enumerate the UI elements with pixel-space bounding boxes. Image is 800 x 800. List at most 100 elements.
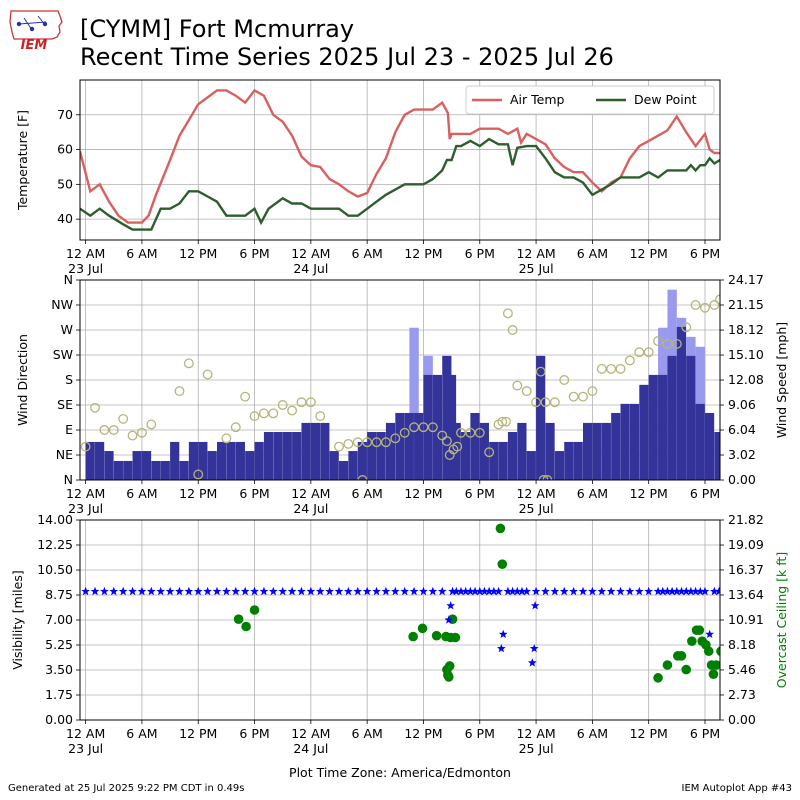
visibility-point xyxy=(503,586,513,596)
wind-xtick-label: 6 PM xyxy=(690,486,720,501)
wind-speed-bar xyxy=(446,374,457,480)
visibility-point xyxy=(644,586,654,596)
visibility-point xyxy=(677,586,686,596)
ceiling-point xyxy=(443,672,454,682)
visibility-point xyxy=(475,586,485,596)
wind-direction-point xyxy=(507,325,518,335)
wind-speed-bar xyxy=(704,412,715,480)
wind-speed-bar xyxy=(188,441,199,480)
visibility-y2tick-label: 16.37 xyxy=(728,562,764,577)
wind-xtick-label: 12 AM xyxy=(291,486,330,501)
visibility-point xyxy=(578,586,588,596)
visibility-xtick-label: 6 AM xyxy=(126,726,157,741)
visibility-point xyxy=(287,586,297,596)
visibility-point xyxy=(344,586,353,596)
visibility-point xyxy=(663,586,672,596)
wind-speed-bar xyxy=(123,460,133,480)
visibility-point xyxy=(494,586,503,596)
wind-direction-point xyxy=(502,308,513,319)
wind-direction-point xyxy=(409,422,420,433)
visibility-point xyxy=(325,586,334,596)
wind-direction-point xyxy=(501,416,511,427)
wind-speed-bar xyxy=(339,460,349,480)
visibility-point xyxy=(118,586,128,596)
wind-y2tick-label: 24.17 xyxy=(728,272,764,287)
wind-direction-point xyxy=(596,363,607,374)
visibility-point xyxy=(362,586,372,596)
wind-direction-point xyxy=(615,363,626,374)
visibility-point xyxy=(461,586,471,596)
visibility-point xyxy=(529,644,539,653)
visibility-point xyxy=(653,586,663,596)
wind-speed-bar xyxy=(695,403,705,480)
wind-direction-point xyxy=(118,413,129,424)
temperature-xtick-label: 6 AM xyxy=(352,246,383,261)
generated-note: Generated at 25 Jul 2025 9:22 PM CDT in … xyxy=(8,783,245,794)
wind-speed-bar xyxy=(113,460,123,480)
iem-logo: IEM xyxy=(8,8,64,53)
wind-direction-point xyxy=(681,322,692,333)
wind-direction-point xyxy=(452,441,463,452)
wind-xtick-date-label: 25 Jul xyxy=(519,501,554,516)
visibility-point xyxy=(606,586,616,596)
wind-speed-bar xyxy=(329,451,339,480)
visibility-point xyxy=(559,586,569,596)
visibility-ytick-label: 8.75 xyxy=(45,587,73,602)
wind-direction-point xyxy=(549,397,560,408)
visibility-point xyxy=(315,586,325,596)
wind-speed-bar xyxy=(141,451,152,480)
visibility-point xyxy=(372,586,381,596)
visibility-xtick-label: 6 AM xyxy=(577,726,608,741)
wind-direction-point xyxy=(362,437,373,448)
visibility-xtick-label: 12 PM xyxy=(630,726,668,741)
visibility-xtick-label: 12 AM xyxy=(291,726,330,741)
wind-direction-point xyxy=(390,433,401,444)
wind-speed-bar xyxy=(601,422,611,480)
visibility-point xyxy=(184,586,194,596)
visibility-point xyxy=(497,644,506,653)
wind-direction-point xyxy=(230,422,241,433)
wind-direction-point xyxy=(606,363,617,374)
visibility-point xyxy=(400,586,410,596)
visibility-point xyxy=(616,586,625,596)
wind-direction-point xyxy=(653,336,664,347)
wind-speed-bar xyxy=(686,355,696,480)
wind-speed-bar xyxy=(536,355,546,480)
visibility-point xyxy=(512,586,522,596)
visibility-point xyxy=(156,586,166,596)
visibility-point xyxy=(437,586,447,596)
visibility-ylabel-right: Overcast Ceiling [k ft] xyxy=(774,552,789,688)
temperature-xtick-label: 6 PM xyxy=(465,246,495,261)
visibility-point xyxy=(231,586,241,596)
wind-xtick-label: 12 PM xyxy=(630,486,668,501)
visibility-ylabel: Visibility [miles] xyxy=(10,570,25,669)
ceiling-point xyxy=(681,664,692,675)
visibility-xtick-label: 6 AM xyxy=(352,726,383,741)
wind-direction-point xyxy=(380,437,391,448)
wind-ytick-label: SE xyxy=(57,397,73,412)
wind-speed-bar xyxy=(235,441,245,480)
visibility-point xyxy=(527,658,537,667)
visibility-point xyxy=(444,615,454,624)
wind-direction-point xyxy=(512,380,523,391)
wind-speed-bar xyxy=(620,403,630,480)
wind-speed-bar xyxy=(179,460,189,480)
visibility-ytick-label: 12.25 xyxy=(37,537,73,552)
wind-speed-bar xyxy=(217,441,227,480)
visibility-point xyxy=(451,586,461,596)
wind-direction-point xyxy=(671,338,682,349)
wind-speed-bar xyxy=(367,432,377,480)
wind-speed-bar xyxy=(658,374,668,480)
wind-direction-point xyxy=(146,419,157,430)
visibility-point xyxy=(109,586,119,596)
wind-speed-bar xyxy=(348,451,358,480)
wind-speed-bar xyxy=(95,441,105,480)
visibility-point xyxy=(700,586,710,596)
wind-direction-point xyxy=(399,427,410,438)
visibility-point xyxy=(446,601,455,610)
visibility-xtick-label: 12 AM xyxy=(66,726,105,741)
wind-speed-bar xyxy=(442,355,452,480)
wind-speed-bar xyxy=(414,412,424,480)
wind-direction-point xyxy=(587,386,598,397)
wind-speed-bar xyxy=(489,441,499,480)
